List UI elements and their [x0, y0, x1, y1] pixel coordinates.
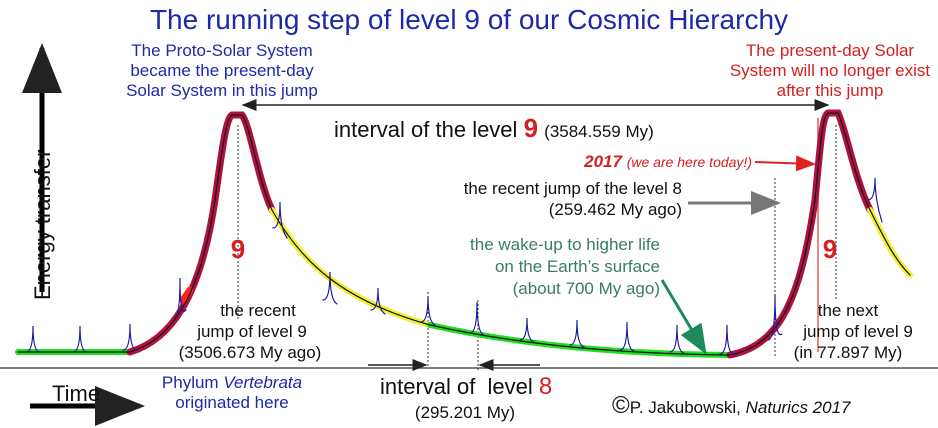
level-8-text: the recent jump of the level 8	[464, 179, 682, 198]
peak-label: 9	[231, 234, 245, 264]
interval-text: level	[488, 374, 533, 399]
peak-label: 9	[823, 234, 837, 264]
wake-up-text: on the Earth’s surface	[495, 257, 660, 276]
phylum: Phylum	[162, 373, 223, 392]
year: 2017	[583, 152, 623, 171]
curve	[15, 109, 913, 359]
interval-9: interval of the level 9 (3584.559 My)	[334, 113, 654, 143]
note-line: The Proto-Solar System	[131, 41, 312, 60]
level: 8	[539, 373, 552, 400]
note-line: System will no longer exist	[730, 61, 931, 80]
today: 2017 (we are here today!)	[583, 152, 752, 171]
next-9-text: (in 77.897 My)	[794, 343, 903, 362]
note-line: after this jump	[777, 81, 884, 100]
phylum-name: Vertebrata	[223, 373, 302, 392]
title: The running step of level 9 of our Cosmi…	[150, 4, 788, 35]
wake-up-text: the wake-up to higher life	[470, 235, 660, 254]
recent-9-text: the recent	[220, 301, 296, 320]
recent-9-text: jump of level 9	[196, 322, 307, 341]
interval-value: (3584.559 My)	[544, 122, 654, 141]
interval-8: interval of level 8	[380, 373, 552, 400]
interval-text: interval of the level	[334, 117, 517, 142]
wake-up-arrow	[660, 279, 707, 355]
next-9-text: the next	[818, 301, 879, 320]
vertebrata: Phylum Vertebrata	[162, 373, 302, 392]
author: P. Jakubowski,	[630, 398, 746, 417]
interval-8-value: (295.201 My)	[415, 403, 515, 422]
vertebrata: originated here	[175, 393, 288, 412]
note-line: became the present-day	[130, 61, 314, 80]
recent-9-text: (3506.673 My ago)	[179, 343, 322, 362]
note-line: Solar System in this jump	[126, 81, 318, 100]
level-8-text: (259.462 My ago)	[549, 200, 682, 219]
x-axis-label: Time	[52, 381, 100, 406]
y-axis-label: Energy transfer	[30, 150, 55, 300]
copyright: ©	[612, 392, 630, 419]
interval-text: interval of	[380, 374, 476, 399]
today-text: (we are here today!)	[627, 154, 752, 170]
today-arrow	[754, 155, 816, 172]
next-9-text: jump of level 9	[802, 322, 913, 341]
credit: ©P. Jakubowski, Naturics 2017	[612, 392, 851, 419]
wake-up-text: (about 700 My ago)	[513, 279, 660, 298]
note-line: The present-day Solar	[746, 41, 915, 60]
work: Naturics 2017	[746, 398, 851, 417]
level: 9	[524, 113, 538, 143]
